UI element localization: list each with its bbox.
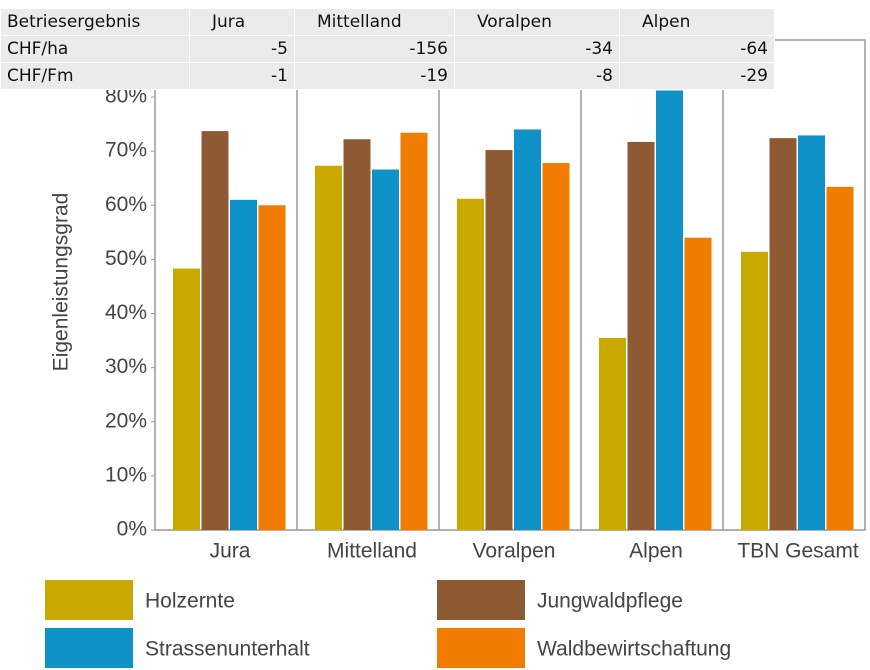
x-tick-label: Voralpen (473, 540, 556, 563)
table-cell: CHF/Fm (0, 62, 190, 90)
bar (457, 198, 484, 530)
bar (684, 237, 712, 530)
table-cell: -64 (619, 35, 775, 63)
table-header-cell: Betriesergebnis (0, 8, 190, 36)
y-tick-label: 50% (105, 247, 147, 270)
y-tick-label: 70% (105, 139, 147, 162)
legend-swatch (45, 628, 133, 668)
bar (741, 251, 768, 531)
table-header-cell: Alpen (619, 8, 775, 36)
table-header-cell: Voralpen (454, 8, 620, 36)
bar (258, 205, 286, 530)
table-cell: -34 (454, 35, 620, 63)
bar (343, 139, 371, 530)
bar (627, 141, 655, 530)
table-cell: -19 (294, 62, 455, 90)
y-tick-label: 10% (105, 463, 147, 486)
bar (201, 131, 229, 530)
y-tick-label: 20% (105, 409, 147, 432)
table-cell: -1 (189, 62, 295, 90)
x-tick-label: Mittelland (327, 540, 417, 563)
legend-label: Holzernte (145, 590, 235, 613)
bar (798, 135, 825, 530)
legend-swatch (437, 580, 525, 620)
bar (542, 163, 570, 530)
table-row: CHF/ha -5 -156 -34 -64 (0, 35, 775, 63)
bar (173, 268, 200, 530)
legend-label: Jungwaldpflege (537, 590, 683, 613)
table-cell: -8 (454, 62, 620, 90)
bar (230, 199, 257, 530)
bar (315, 165, 342, 530)
bar (826, 186, 854, 530)
y-tick-label: 0% (117, 518, 147, 541)
legend-label: Strassenunterhalt (145, 638, 310, 661)
table-row: Betriesergebnis Jura Mittelland Voralpen Alp… (0, 8, 775, 36)
bar (485, 150, 513, 531)
y-axis-label: Eigenleistungsgrad (50, 193, 73, 372)
table-header-cell: Jura (189, 8, 295, 36)
table-cell: -156 (294, 35, 455, 63)
y-tick-label: 60% (105, 193, 147, 216)
results-table: Betriesergebnis Jura Mittelland Voralpen Alp… (0, 8, 775, 90)
legend-swatch (437, 628, 525, 668)
bar (656, 90, 683, 530)
bar (769, 138, 797, 530)
y-tick-label: 80% (105, 85, 147, 108)
legend-swatch (45, 580, 133, 620)
bar (400, 132, 428, 530)
table-row: CHF/Fm -1 -19 -8 -29 (0, 62, 775, 90)
y-tick-label: 30% (105, 355, 147, 378)
y-tick-label: 40% (105, 301, 147, 324)
table-header-cell: Mittelland (294, 8, 455, 36)
table-cell: -29 (619, 62, 775, 90)
x-tick-label: Alpen (629, 540, 683, 563)
table-cell: CHF/ha (0, 35, 190, 63)
bar (514, 129, 541, 530)
legend-label: Waldbewirtschaftung (537, 638, 731, 661)
bar (372, 169, 399, 530)
bar (599, 337, 626, 530)
x-tick-label: TBN Gesamt (737, 540, 859, 563)
x-tick-label: Jura (210, 540, 251, 563)
table-cell: -5 (189, 35, 295, 63)
